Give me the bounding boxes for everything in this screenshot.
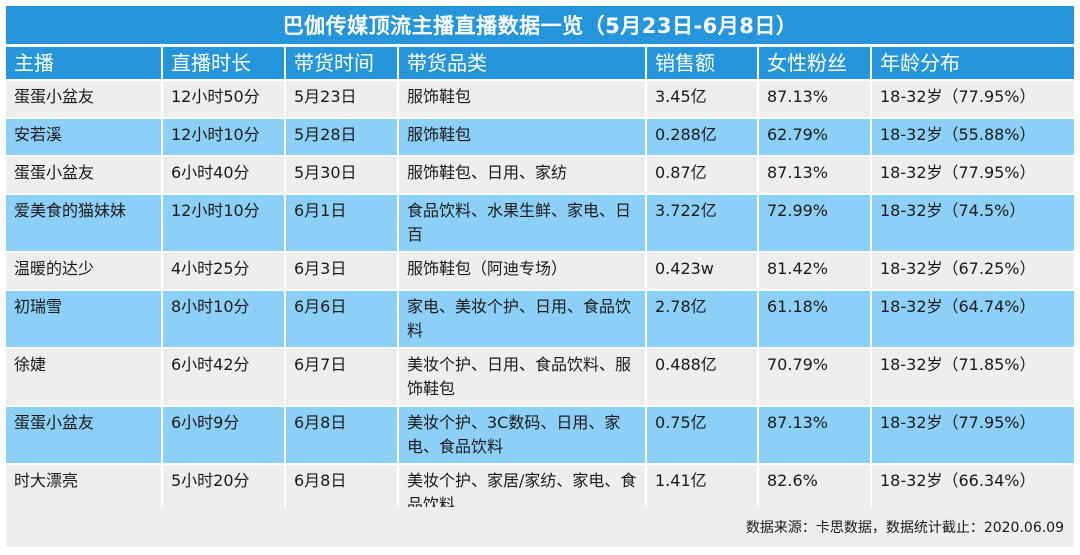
cell-sales: 3.722亿 bbox=[647, 195, 759, 253]
cell-date: 6月3日 bbox=[286, 253, 399, 291]
cell-age: 18-32岁（67.25%） bbox=[872, 253, 1074, 291]
cell-female-fans: 72.99% bbox=[759, 195, 872, 253]
cell-duration: 8小时10分 bbox=[163, 291, 286, 349]
cell-category: 服饰鞋包 bbox=[399, 119, 647, 157]
table-row: 爱美食的猫妹妹 12小时10分 6月1日 食品饮料、水果生鲜、家电、日百 3.7… bbox=[6, 195, 1074, 253]
header-female-fans: 女性粉丝 bbox=[759, 47, 872, 81]
cell-anchor: 爱美食的猫妹妹 bbox=[6, 195, 163, 253]
cell-date: 6月1日 bbox=[286, 195, 399, 253]
cell-anchor: 蛋蛋小盆友 bbox=[6, 407, 163, 465]
cell-duration: 12小时10分 bbox=[163, 119, 286, 157]
table-row: 蛋蛋小盆友 12小时50分 5月23日 服饰鞋包 3.45亿 87.13% 18… bbox=[6, 81, 1074, 119]
cell-female-fans: 70.79% bbox=[759, 349, 872, 407]
cell-duration: 6小时42分 bbox=[163, 349, 286, 407]
table-row: 蛋蛋小盆友 6小时40分 5月30日 服饰鞋包、日用、家纺 0.87亿 87.1… bbox=[6, 157, 1074, 195]
cell-category: 服饰鞋包（阿迪专场） bbox=[399, 253, 647, 291]
cell-anchor: 蛋蛋小盆友 bbox=[6, 157, 163, 195]
cell-sales: 0.488亿 bbox=[647, 349, 759, 407]
cell-date: 6月8日 bbox=[286, 407, 399, 465]
cell-category: 美妆个护、日用、食品饮料、服饰鞋包 bbox=[399, 349, 647, 407]
table-row: 温暖的达少 4小时25分 6月3日 服饰鞋包（阿迪专场） 0.423w 81.4… bbox=[6, 253, 1074, 291]
table-title: 巴伽传媒顶流主播直播数据一览（5月23日-6月8日） bbox=[6, 6, 1074, 44]
table-row: 徐婕 6小时42分 6月7日 美妆个护、日用、食品饮料、服饰鞋包 0.488亿 … bbox=[6, 349, 1074, 407]
cell-age: 18-32岁（77.95%） bbox=[872, 81, 1074, 119]
cell-sales: 0.423w bbox=[647, 253, 759, 291]
cell-duration: 6小时9分 bbox=[163, 407, 286, 465]
cell-date: 5月30日 bbox=[286, 157, 399, 195]
header-sales: 销售额 bbox=[647, 47, 759, 81]
table-row: 蛋蛋小盆友 6小时9分 6月8日 美妆个护、3C数码、日用、家电、食品饮料 0.… bbox=[6, 407, 1074, 465]
cell-date: 5月28日 bbox=[286, 119, 399, 157]
header-anchor: 主播 bbox=[6, 47, 163, 81]
cell-category: 食品饮料、水果生鲜、家电、日百 bbox=[399, 195, 647, 253]
cell-duration: 6小时40分 bbox=[163, 157, 286, 195]
table-row: 初瑞雪 8小时10分 6月6日 家电、美妆个护、日用、食品饮料 2.78亿 61… bbox=[6, 291, 1074, 349]
cell-sales: 0.288亿 bbox=[647, 119, 759, 157]
anchor-data-table: 主播 直播时长 带货时间 带货品类 销售额 女性粉丝 年龄分布 蛋蛋小盆友 12… bbox=[6, 47, 1074, 523]
header-duration: 直播时长 bbox=[163, 47, 286, 81]
cell-category: 美妆个护、3C数码、日用、家电、食品饮料 bbox=[399, 407, 647, 465]
cell-age: 18-32岁（77.95%） bbox=[872, 157, 1074, 195]
cell-age: 18-32岁（71.85%） bbox=[872, 349, 1074, 407]
cell-female-fans: 81.42% bbox=[759, 253, 872, 291]
cell-duration: 12小时10分 bbox=[163, 195, 286, 253]
cell-anchor: 温暖的达少 bbox=[6, 253, 163, 291]
cell-age: 18-32岁（55.88%） bbox=[872, 119, 1074, 157]
cell-category: 服饰鞋包 bbox=[399, 81, 647, 119]
data-source-note: 数据来源：卡思数据，数据统计截止：2020.06.09 bbox=[6, 507, 1074, 547]
cell-anchor: 安若溪 bbox=[6, 119, 163, 157]
cell-sales: 0.75亿 bbox=[647, 407, 759, 465]
cell-age: 18-32岁（64.74%） bbox=[872, 291, 1074, 349]
cell-date: 5月23日 bbox=[286, 81, 399, 119]
table-row: 安若溪 12小时10分 5月28日 服饰鞋包 0.288亿 62.79% 18-… bbox=[6, 119, 1074, 157]
cell-date: 6月7日 bbox=[286, 349, 399, 407]
cell-date: 6月6日 bbox=[286, 291, 399, 349]
cell-category: 家电、美妆个护、日用、食品饮料 bbox=[399, 291, 647, 349]
cell-sales: 0.87亿 bbox=[647, 157, 759, 195]
cell-anchor: 徐婕 bbox=[6, 349, 163, 407]
header-category: 带货品类 bbox=[399, 47, 647, 81]
cell-female-fans: 62.79% bbox=[759, 119, 872, 157]
cell-female-fans: 87.13% bbox=[759, 407, 872, 465]
cell-sales: 2.78亿 bbox=[647, 291, 759, 349]
header-date: 带货时间 bbox=[286, 47, 399, 81]
cell-female-fans: 87.13% bbox=[759, 81, 872, 119]
header-age: 年龄分布 bbox=[872, 47, 1074, 81]
table-header-row: 主播 直播时长 带货时间 带货品类 销售额 女性粉丝 年龄分布 bbox=[6, 47, 1074, 81]
cell-duration: 4小时25分 bbox=[163, 253, 286, 291]
cell-female-fans: 61.18% bbox=[759, 291, 872, 349]
cell-anchor: 蛋蛋小盆友 bbox=[6, 81, 163, 119]
cell-age: 18-32岁（74.5%） bbox=[872, 195, 1074, 253]
cell-category: 服饰鞋包、日用、家纺 bbox=[399, 157, 647, 195]
cell-duration: 12小时50分 bbox=[163, 81, 286, 119]
cell-age: 18-32岁（77.95%） bbox=[872, 407, 1074, 465]
cell-anchor: 初瑞雪 bbox=[6, 291, 163, 349]
cell-female-fans: 87.13% bbox=[759, 157, 872, 195]
cell-sales: 3.45亿 bbox=[647, 81, 759, 119]
